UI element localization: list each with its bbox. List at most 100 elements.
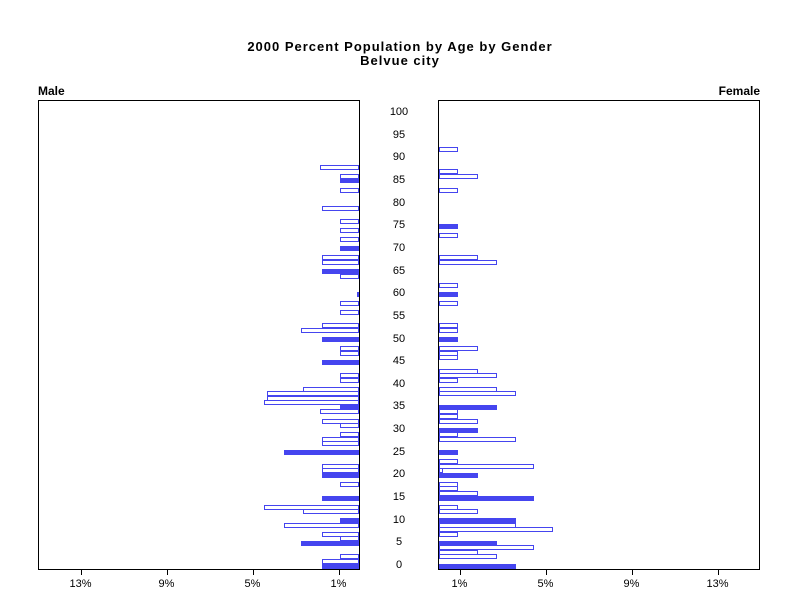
- bar-male-age-86: [340, 173, 359, 179]
- bar-male-age-41: [340, 377, 359, 383]
- bar-male-age-65: [322, 269, 359, 275]
- bar-female-age-50: [439, 337, 458, 342]
- age-label-25: 25: [392, 445, 406, 458]
- bar-male-age-48: [340, 346, 359, 352]
- bar-male-age-13: [264, 504, 359, 510]
- bar-female-age-39: [439, 386, 497, 392]
- chart-title-line2: Belvue city: [360, 53, 440, 68]
- bar-female-age-47: [439, 350, 458, 356]
- bar-male-age-6: [340, 536, 359, 542]
- bar-male-age-74: [340, 228, 359, 234]
- bar-female-age-60: [439, 291, 458, 297]
- male-9pct-label: 9%: [158, 578, 175, 590]
- female-5pct-label: 5%: [537, 578, 554, 590]
- bar-male-age-50: [322, 337, 359, 342]
- bar-female-age-5: [439, 540, 497, 546]
- bar-female-age-75: [439, 223, 458, 229]
- bar-female-age-17: [439, 486, 458, 492]
- bar-female-age-48: [439, 346, 478, 352]
- bar-female-age-15: [439, 495, 534, 501]
- bar-female-age-30: [439, 427, 478, 433]
- bar-male-age-36: [264, 400, 359, 406]
- bar-male-age-53: [322, 323, 359, 329]
- bar-female-age-86: [439, 173, 478, 179]
- bar-female-age-52: [439, 327, 458, 333]
- age-label-100: 100: [389, 106, 409, 118]
- bar-male-age-32: [322, 418, 359, 424]
- male-5pct-tick: [252, 570, 254, 575]
- bar-female-age-9: [439, 522, 516, 528]
- chart-title: 2000 Percent Population by Age by Gender…: [0, 40, 800, 68]
- bar-male-age-60: [357, 291, 359, 297]
- bar-male-age-47: [340, 350, 359, 356]
- bar-male-age-56: [340, 309, 359, 315]
- bar-male-age-18: [340, 481, 359, 487]
- bar-female-age-0: [439, 563, 516, 569]
- bar-male-age-1: [322, 558, 359, 564]
- bar-female-age-42: [439, 373, 497, 379]
- bar-female-age-25: [439, 450, 458, 456]
- bar-female-age-73: [439, 232, 458, 238]
- bar-male-age-25: [284, 450, 359, 456]
- bar-female-age-16: [439, 491, 478, 497]
- female-5pct-tick: [545, 570, 547, 575]
- bar-female-age-7: [439, 531, 458, 537]
- bar-male-age-29: [340, 432, 359, 438]
- bar-male-age-2: [340, 554, 359, 560]
- bar-female-age-46: [439, 355, 458, 361]
- female-1pct-tick: [459, 570, 461, 575]
- bar-male-age-9: [284, 522, 359, 528]
- bar-male-age-0: [322, 563, 359, 569]
- bar-female-age-22: [439, 463, 534, 469]
- bar-male-age-52: [301, 327, 359, 333]
- bar-male-age-76: [340, 219, 359, 225]
- bar-female-age-18: [439, 481, 458, 487]
- bar-female-age-53: [439, 323, 458, 329]
- bar-male-age-68: [322, 255, 359, 261]
- bar-male-age-21: [322, 468, 359, 474]
- female-plot-area: [438, 100, 760, 570]
- age-label-95: 95: [392, 128, 406, 141]
- age-label-35: 35: [392, 400, 406, 413]
- age-label-65: 65: [392, 264, 406, 277]
- age-label-85: 85: [392, 173, 406, 186]
- bar-male-age-28: [322, 436, 359, 442]
- male-axis-label: Male: [38, 84, 65, 98]
- bar-male-age-64: [340, 273, 359, 279]
- bar-female-age-3: [439, 549, 478, 555]
- bar-male-age-42: [340, 373, 359, 379]
- bar-male-age-15: [322, 495, 359, 501]
- bar-female-age-21: [439, 468, 443, 474]
- male-1pct-label: 1%: [330, 578, 347, 590]
- bar-male-age-83: [340, 187, 359, 193]
- bar-male-age-20: [322, 472, 359, 478]
- age-label-75: 75: [392, 219, 406, 232]
- male-9pct-tick: [166, 570, 168, 575]
- bar-male-age-72: [340, 237, 359, 243]
- male-13pct-tick: [80, 570, 82, 575]
- bar-female-age-10: [439, 518, 516, 524]
- age-label-50: 50: [392, 332, 406, 345]
- bar-female-age-2: [439, 554, 497, 560]
- age-label-15: 15: [392, 491, 406, 504]
- bar-female-age-62: [439, 282, 458, 288]
- bar-female-age-23: [439, 459, 458, 465]
- age-label-5: 5: [395, 536, 403, 549]
- bar-female-age-8: [439, 527, 553, 533]
- female-axis-label: Female: [718, 84, 760, 98]
- age-label-10: 10: [392, 513, 406, 526]
- age-label-70: 70: [392, 241, 406, 254]
- bar-male-age-58: [340, 300, 359, 306]
- age-label-20: 20: [392, 468, 406, 481]
- bar-male-age-88: [320, 164, 359, 170]
- bar-male-age-22: [322, 463, 359, 469]
- male-5pct-label: 5%: [244, 578, 261, 590]
- bar-male-age-5: [301, 540, 359, 546]
- bar-male-age-70: [340, 246, 359, 252]
- bar-female-age-38: [439, 391, 516, 397]
- bar-female-age-92: [439, 146, 458, 152]
- bar-male-age-34: [320, 409, 359, 415]
- bar-male-age-38: [267, 391, 359, 397]
- bar-male-age-45: [322, 359, 359, 365]
